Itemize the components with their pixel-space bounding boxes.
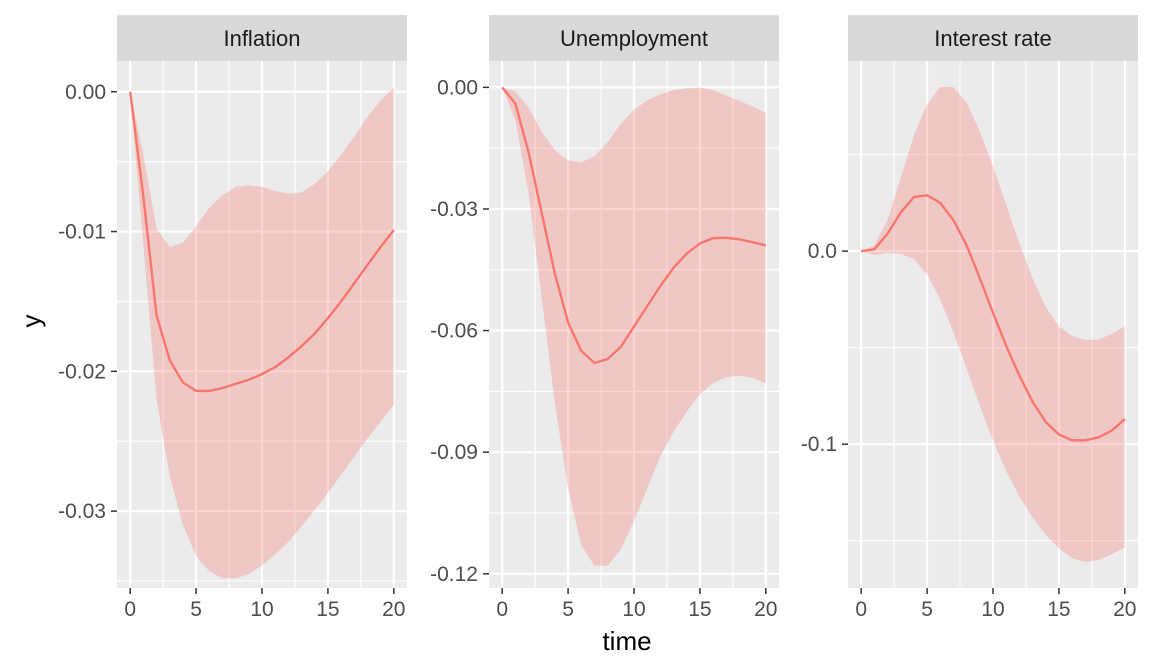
x-tick-label: 15 bbox=[1047, 598, 1070, 621]
x-tick-label: 15 bbox=[688, 598, 711, 621]
facet-strip bbox=[489, 15, 779, 61]
confidence-ribbon bbox=[861, 87, 1125, 562]
x-tick-label: 0 bbox=[496, 598, 508, 621]
x-tick-label: 20 bbox=[382, 598, 405, 621]
x-tick-label: 15 bbox=[316, 598, 339, 621]
response-line bbox=[501, 86, 767, 365]
y-tick-label: -0.1 bbox=[801, 433, 837, 456]
y-tick-label: -0.09 bbox=[430, 441, 478, 464]
x-tick-label: 0 bbox=[855, 598, 867, 621]
y-tick-label: -0.06 bbox=[430, 320, 478, 343]
facet-title: Interest rate bbox=[934, 26, 1051, 51]
x-tick-label: 5 bbox=[190, 598, 202, 621]
y-tick-label: -0.12 bbox=[430, 563, 478, 586]
y-tick-label: -0.02 bbox=[58, 360, 106, 383]
facet-strip bbox=[848, 15, 1138, 61]
y-tick-label: 0.00 bbox=[437, 76, 478, 99]
x-tick-label: 20 bbox=[1113, 598, 1136, 621]
response-line bbox=[128, 91, 395, 393]
y-tick-label: -0.01 bbox=[58, 221, 106, 244]
y-tick-label: 0.0 bbox=[808, 240, 837, 263]
x-tick-label: 10 bbox=[250, 598, 273, 621]
x-tick-label: 0 bbox=[124, 598, 136, 621]
confidence-ribbon bbox=[130, 87, 394, 579]
y-axis-title: y bbox=[16, 315, 46, 328]
facet-panel-1: Inflation 0.00 -0.01 -0.02 -0.03 0 5 10 15 20 bbox=[58, 15, 407, 621]
facet-panel-2: Unemployment 0.00 -0.03 -0.06 -0.09 -0.12 0 5 10… bbox=[430, 15, 779, 621]
facet-strip bbox=[117, 15, 407, 61]
y-tick-label: -0.03 bbox=[58, 500, 106, 523]
facet-panel-3: Interest rate 0.0 -0.1 0 5 10 15 20 bbox=[801, 15, 1138, 621]
response-line bbox=[861, 193, 1126, 442]
facet-title: Unemployment bbox=[560, 26, 708, 51]
facet-title: Inflation bbox=[223, 26, 300, 51]
y-tick-label: -0.03 bbox=[430, 198, 478, 221]
x-tick-label: 10 bbox=[622, 598, 645, 621]
x-tick-label: 10 bbox=[981, 598, 1004, 621]
x-tick-label: 5 bbox=[562, 598, 574, 621]
x-axis-title: time bbox=[602, 626, 651, 656]
x-tick-label: 20 bbox=[754, 598, 777, 621]
y-tick-label: 0.00 bbox=[65, 81, 106, 104]
x-tick-label: 5 bbox=[921, 598, 933, 621]
